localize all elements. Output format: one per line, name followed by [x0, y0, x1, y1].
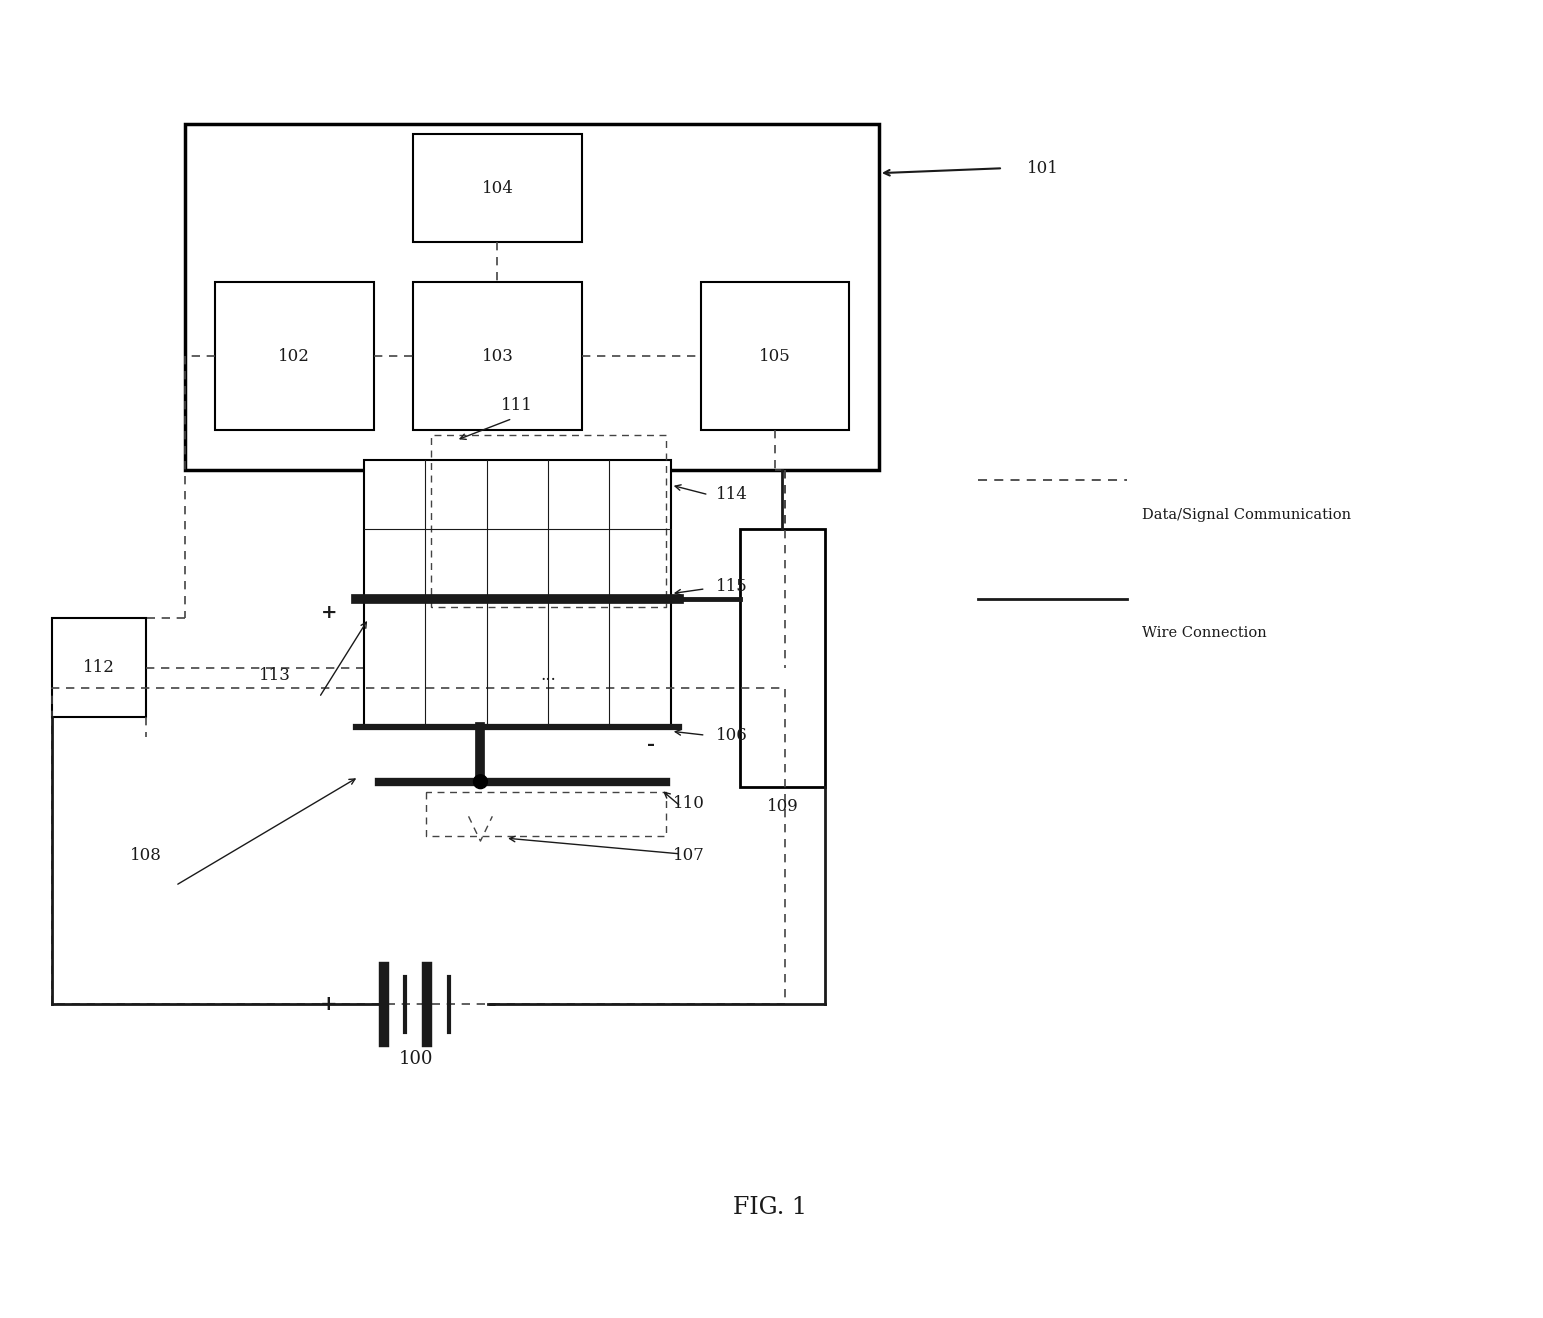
Text: FIG. 1: FIG. 1 — [733, 1195, 807, 1219]
Text: 105: 105 — [759, 348, 792, 365]
Text: 113: 113 — [259, 667, 290, 684]
Bar — [701, 282, 849, 431]
Text: 109: 109 — [767, 797, 798, 815]
Text: 115: 115 — [716, 579, 747, 596]
Text: 103: 103 — [481, 348, 514, 365]
Bar — [364, 598, 671, 728]
Text: 102: 102 — [278, 348, 310, 365]
Circle shape — [474, 775, 488, 788]
Bar — [741, 530, 824, 787]
Text: 114: 114 — [716, 486, 747, 503]
Bar — [214, 282, 373, 431]
Text: 101: 101 — [1026, 159, 1058, 177]
Text: +: + — [321, 605, 338, 622]
Text: +: + — [321, 994, 338, 1015]
Bar — [414, 282, 582, 431]
Bar — [364, 460, 671, 598]
Text: 100: 100 — [400, 1049, 434, 1068]
Text: Data/Signal Communication: Data/Signal Communication — [1142, 507, 1350, 522]
Bar — [51, 618, 145, 717]
Text: 107: 107 — [673, 847, 705, 865]
Text: -: - — [647, 735, 656, 754]
Text: 104: 104 — [481, 179, 514, 196]
Text: 111: 111 — [501, 397, 534, 414]
Text: 106: 106 — [716, 726, 747, 743]
Text: 108: 108 — [130, 847, 162, 865]
Text: -: - — [488, 994, 497, 1015]
Text: ...: ... — [540, 667, 555, 684]
Bar — [185, 124, 880, 471]
Text: 110: 110 — [673, 795, 705, 812]
Text: Wire Connection: Wire Connection — [1142, 626, 1267, 641]
Text: 112: 112 — [83, 659, 114, 676]
Bar — [414, 133, 582, 243]
